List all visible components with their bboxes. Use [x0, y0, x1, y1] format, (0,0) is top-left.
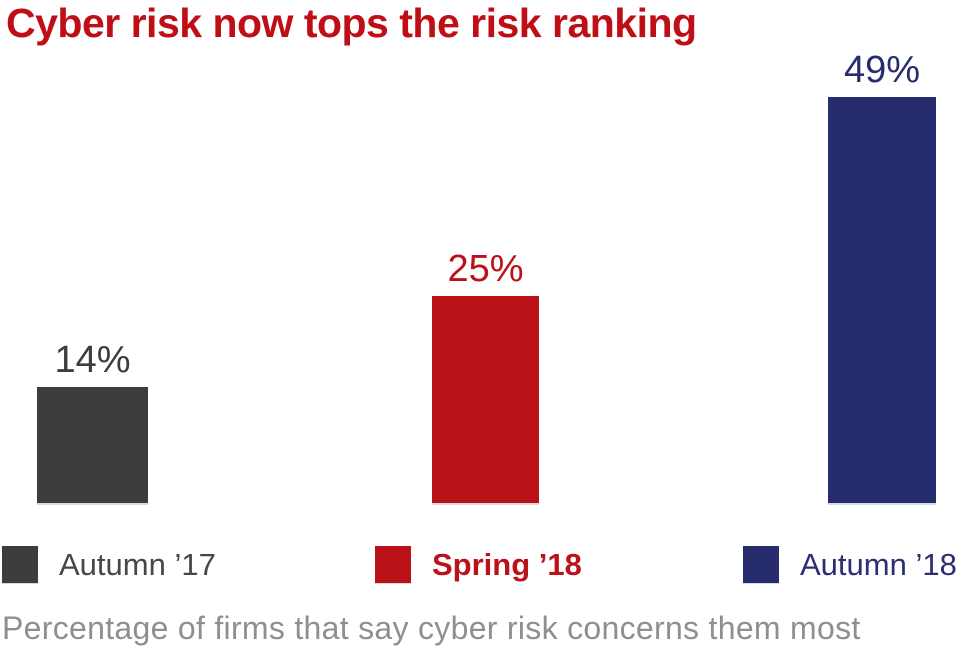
legend-swatch: [2, 546, 38, 583]
bar-group: 49%: [828, 51, 936, 503]
legend-item: Autumn ’18: [743, 546, 957, 583]
legend-label: Autumn ’17: [59, 547, 216, 582]
bar-group: 14%: [37, 341, 148, 503]
legend-swatch: [743, 546, 779, 583]
chart-title: Cyber risk now tops the risk ranking: [6, 0, 697, 46]
bar-group: 25%: [432, 250, 539, 503]
bar: [37, 387, 148, 503]
legend-label: Spring ’18: [432, 547, 582, 582]
legend-swatch: [375, 546, 411, 583]
bar: [828, 97, 936, 503]
legend-label: Autumn ’18: [800, 547, 957, 582]
bar-value-label: 49%: [843, 49, 921, 91]
plot-area: 14% 25% 49%: [0, 51, 974, 503]
legend-item: Spring ’18: [375, 546, 582, 583]
legend-item: Autumn ’17: [2, 546, 216, 583]
legend: Autumn ’17 Spring ’18 Autumn ’18: [0, 546, 974, 583]
bar-value-label: 25%: [447, 248, 524, 290]
bar-value-label: 14%: [54, 339, 131, 381]
chart-caption: Percentage of firms that say cyber risk …: [2, 610, 861, 646]
bar: [432, 296, 539, 503]
